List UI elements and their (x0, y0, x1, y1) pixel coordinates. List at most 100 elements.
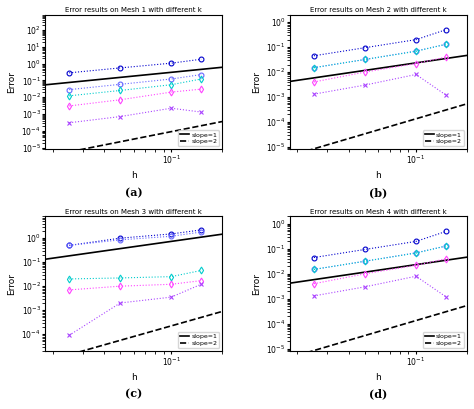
Line: slope=1: slope=1 (45, 67, 222, 85)
slope=1 (136, 73, 142, 78)
slope=1 (216, 65, 221, 70)
slope=2 (341, 339, 347, 344)
slope=1 (147, 242, 153, 247)
slope=1 (337, 72, 343, 76)
slope=2 (457, 305, 463, 310)
Title: Error results on Mesh 2 with different k: Error results on Mesh 2 with different k (310, 7, 447, 13)
slope=1 (71, 79, 77, 84)
slope=1 (392, 63, 398, 68)
slope=2 (100, 343, 106, 348)
slope=1 (86, 251, 91, 256)
slope=2 (312, 348, 318, 353)
slope=2 (140, 332, 146, 337)
slope=1 (377, 267, 383, 272)
slope=2 (374, 330, 379, 335)
slope=1 (201, 234, 207, 239)
slope=2 (115, 140, 120, 145)
slope=1 (42, 82, 48, 87)
slope=1 (219, 232, 225, 237)
slope=2 (348, 337, 354, 342)
slope=2 (291, 153, 296, 157)
slope=2 (439, 109, 445, 114)
slope=2 (327, 142, 332, 147)
slope=1 (334, 72, 339, 77)
slope=1 (205, 66, 211, 71)
Text: (b): (b) (369, 187, 388, 198)
slope=1 (450, 257, 456, 262)
slope=1 (216, 232, 221, 237)
slope=1 (413, 61, 419, 65)
slope=2 (46, 153, 52, 158)
slope=1 (53, 255, 59, 260)
slope=2 (133, 136, 138, 141)
slope=1 (334, 274, 339, 279)
slope=2 (89, 145, 95, 150)
slope=1 (198, 67, 203, 72)
slope=1 (176, 238, 182, 243)
slope=1 (165, 70, 171, 75)
slope=2 (155, 132, 160, 137)
Title: Error results on Mesh 3 with different k: Error results on Mesh 3 with different k (65, 209, 202, 215)
slope=1 (173, 70, 178, 74)
slope=2 (187, 126, 192, 130)
slope=2 (162, 325, 167, 330)
slope=1 (56, 255, 62, 260)
slope=2 (194, 316, 200, 321)
slope=2 (395, 323, 401, 328)
slope=1 (75, 79, 81, 84)
slope=2 (291, 354, 296, 359)
slope=1 (461, 255, 466, 260)
slope=2 (410, 117, 416, 122)
slope=2 (96, 144, 102, 148)
slope=2 (165, 324, 171, 329)
slope=1 (428, 260, 434, 265)
slope=2 (464, 303, 470, 308)
slope=1 (406, 61, 412, 66)
slope=1 (162, 240, 167, 245)
slope=1 (337, 273, 343, 278)
slope=1 (395, 265, 401, 270)
slope=1 (46, 256, 52, 261)
slope=2 (71, 148, 77, 153)
slope=2 (144, 134, 149, 139)
slope=2 (309, 147, 314, 152)
slope=2 (104, 342, 109, 347)
slope=1 (392, 265, 398, 270)
slope=1 (67, 80, 73, 85)
slope=2 (366, 130, 372, 135)
slope=2 (316, 145, 321, 150)
slope=1 (443, 258, 448, 263)
slope=1 (67, 253, 73, 258)
slope=1 (126, 74, 131, 79)
slope=1 (115, 247, 120, 252)
slope=1 (96, 249, 102, 254)
slope=1 (384, 65, 390, 70)
slope=1 (78, 79, 84, 84)
slope=1 (155, 71, 160, 76)
slope=2 (450, 106, 456, 110)
slope=1 (165, 239, 171, 244)
slope=1 (316, 75, 321, 80)
slope=1 (312, 277, 318, 282)
slope=1 (439, 258, 445, 263)
slope=2 (446, 107, 452, 112)
slope=1 (64, 254, 70, 258)
slope=2 (89, 346, 95, 351)
slope=2 (129, 137, 135, 142)
Line: slope=2: slope=2 (290, 306, 467, 357)
slope=2 (450, 307, 456, 312)
slope=2 (42, 154, 48, 159)
slope=1 (356, 271, 361, 276)
slope=2 (417, 317, 423, 322)
slope=1 (219, 65, 225, 70)
Text: (a): (a) (125, 187, 143, 198)
slope=2 (421, 114, 427, 119)
slope=2 (169, 323, 174, 328)
slope=2 (392, 123, 398, 128)
slope=1 (291, 79, 296, 83)
slope=2 (118, 338, 124, 343)
slope=2 (323, 344, 329, 349)
slope=2 (287, 153, 292, 158)
slope=2 (75, 148, 81, 153)
slope=2 (183, 126, 189, 131)
